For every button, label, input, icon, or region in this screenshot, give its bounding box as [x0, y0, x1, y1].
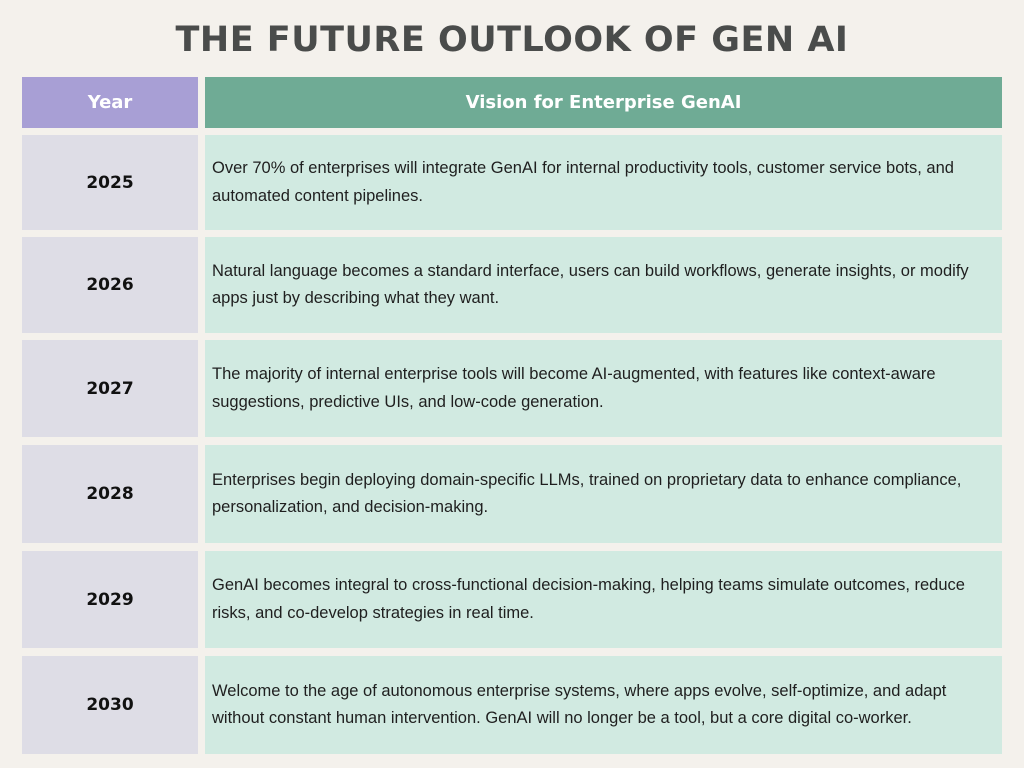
year-cell: 2026 [22, 237, 198, 333]
year-cell: 2027 [22, 340, 198, 437]
vision-text: The majority of internal enterprise tool… [212, 365, 936, 411]
vision-cell: Enterprises begin deploying domain-speci… [205, 445, 1002, 543]
vision-text: Over 70% of enterprises will integrate G… [212, 159, 954, 205]
year-cell: 2030 [22, 656, 198, 754]
vision-text: Welcome to the age of autonomous enterpr… [212, 681, 947, 728]
year-cell: 2029 [22, 551, 198, 648]
year-cell: 2025 [22, 135, 198, 230]
vision-cell: Welcome to the age of autonomous enterpr… [205, 656, 1002, 754]
header-vision: Vision for Enterprise GenAI [205, 77, 1002, 128]
page-title: THE FUTURE OUTLOOK OF GEN AI [175, 20, 849, 60]
vision-text: Enterprises begin deploying domain-speci… [212, 470, 962, 517]
vision-text: Natural language becomes a standard inte… [212, 261, 969, 308]
vision-cell: GenAI becomes integral to cross-function… [205, 551, 1002, 648]
vision-text: GenAI becomes integral to cross-function… [212, 576, 965, 622]
year-cell: 2028 [22, 445, 198, 543]
vision-cell: The majority of internal enterprise tool… [205, 340, 1002, 437]
vision-cell: Over 70% of enterprises will integrate G… [205, 135, 1002, 230]
header-year: Year [22, 77, 198, 128]
vision-cell: Natural language becomes a standard inte… [205, 237, 1002, 333]
